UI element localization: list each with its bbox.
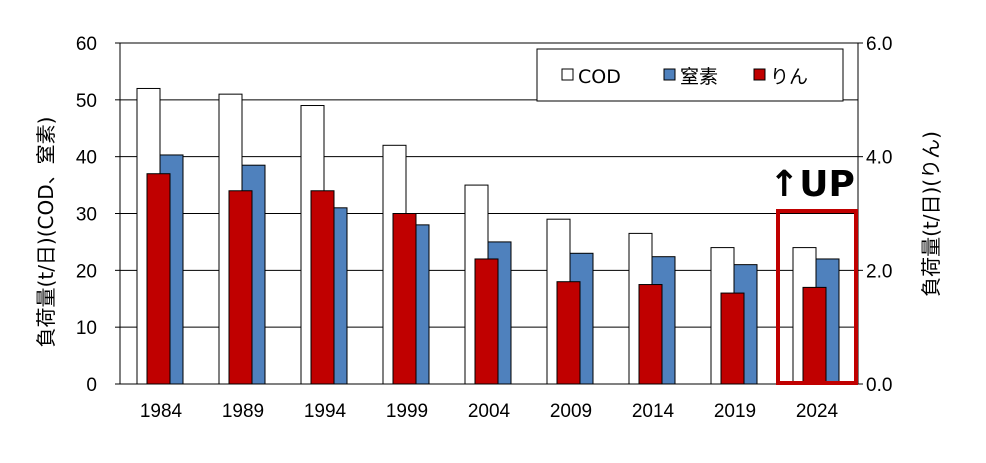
x-tick-label: 2014 (632, 401, 675, 422)
legend-swatch-nitrogen (663, 68, 676, 81)
y-tick-label-right: 4.0 (866, 148, 892, 169)
bar-phosphorus (638, 284, 663, 385)
x-tick-label: 1999 (386, 401, 428, 422)
x-axis-labels: 1984 1989 1994 1999 2004 2009 2014 2019 2024 (140, 401, 839, 422)
legend-swatch-cod (561, 68, 574, 81)
bar-phosphorus (556, 281, 581, 385)
bars (136, 87, 840, 385)
x-tick-label: 1994 (304, 401, 347, 422)
legend-label-phosphorus: りん (770, 66, 808, 88)
y-tick-label-right: 6.0 (866, 34, 892, 55)
y-tick-label-left: 20 (76, 261, 97, 282)
y-tick-label-left: 30 (76, 205, 97, 226)
highlight-box (776, 209, 858, 385)
bar-phosphorus (310, 190, 335, 385)
x-tick-label: 2009 (550, 401, 592, 422)
axes: 0 10 20 30 40 50 60 0.0 2.0 4.0 6.0 (76, 34, 893, 396)
legend: COD 窒素 りん (536, 48, 844, 102)
y-tick-label-left: 50 (76, 91, 97, 112)
legend-label-nitrogen: 窒素 (680, 66, 718, 88)
bar-phosphorus (146, 173, 171, 385)
y-tick-label-left: 60 (76, 34, 97, 55)
bar-phosphorus (228, 190, 253, 385)
x-tick-label: 1984 (140, 401, 183, 422)
up-annotation: ↑UP (769, 164, 855, 205)
x-tick-label: 1989 (222, 401, 264, 422)
bar-phosphorus (392, 213, 417, 385)
bar-phosphorus (720, 292, 745, 385)
y-tick-label-left: 40 (76, 148, 97, 169)
y-tick-label-left: 10 (76, 318, 97, 339)
legend-swatch-phosphorus (753, 68, 766, 81)
bar-phosphorus (474, 258, 499, 385)
legend-label-cod: COD (578, 66, 621, 88)
y-tick-label-right: 2.0 (866, 261, 892, 282)
y-axis-title-right: 負荷量(t/日)(りん) (919, 131, 943, 297)
y-axis-title-left: 負荷量(t/日)(COD、窒素) (34, 117, 58, 348)
legend-box (536, 48, 844, 102)
x-tick-label: 2019 (714, 401, 756, 422)
x-tick-label: 2024 (796, 401, 839, 422)
bar-phosphorus (802, 286, 827, 385)
y-tick-label-right: 0.0 (866, 375, 892, 396)
y-tick-label-left: 0 (86, 375, 97, 396)
x-tick-label: 2004 (468, 401, 511, 422)
